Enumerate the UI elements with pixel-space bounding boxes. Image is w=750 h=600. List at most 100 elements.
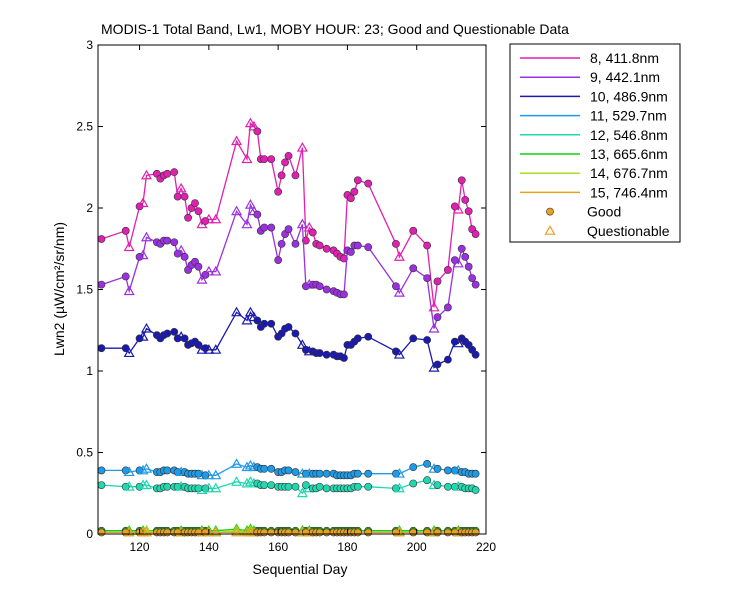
good-point bbox=[364, 332, 373, 341]
good-point bbox=[274, 256, 283, 265]
y-axis: 0 0.5 1 1.5 2 2.5 3 bbox=[76, 38, 486, 541]
good-point bbox=[291, 482, 300, 491]
good-point bbox=[184, 213, 192, 222]
x-tick-label: 180 bbox=[337, 540, 357, 554]
good-point bbox=[322, 244, 331, 253]
good-point bbox=[97, 280, 106, 289]
x-tick-label: 220 bbox=[476, 540, 496, 554]
questionable-point bbox=[196, 274, 208, 284]
good-point bbox=[468, 274, 477, 282]
good-point bbox=[191, 199, 199, 208]
good-point bbox=[267, 155, 276, 163]
good-point bbox=[423, 241, 432, 250]
good-point bbox=[443, 303, 452, 312]
good-point bbox=[121, 272, 130, 281]
legend-entry: 9, 442.1nm bbox=[520, 69, 660, 85]
series-3 bbox=[97, 306, 480, 372]
good-point bbox=[464, 262, 473, 271]
good-point bbox=[194, 207, 203, 216]
good-point bbox=[364, 482, 373, 491]
series-1 bbox=[97, 117, 480, 312]
series-line bbox=[101, 202, 477, 329]
good-point bbox=[308, 228, 317, 237]
y-tick-label: 1 bbox=[86, 364, 93, 378]
questionable-point bbox=[210, 469, 222, 480]
legend-entry: Good bbox=[546, 204, 621, 220]
good-point bbox=[346, 248, 355, 256]
good-point bbox=[364, 528, 373, 537]
questionable-point bbox=[393, 482, 405, 493]
good-point bbox=[423, 460, 432, 468]
good-point bbox=[284, 466, 293, 475]
good-point bbox=[433, 464, 442, 473]
questionable-point bbox=[296, 141, 308, 152]
good-point bbox=[443, 355, 452, 364]
questionable-point bbox=[231, 476, 243, 486]
legend-marker-good bbox=[546, 207, 554, 216]
good-point bbox=[97, 235, 106, 243]
questionable-point bbox=[393, 287, 405, 297]
questionable-point bbox=[452, 257, 464, 268]
questionable-point bbox=[210, 265, 222, 276]
good-point bbox=[277, 239, 286, 248]
questionable-point bbox=[203, 344, 215, 354]
legend-entry: 14, 676.7nm bbox=[520, 165, 668, 181]
questionable-point bbox=[140, 322, 153, 333]
x-tick-label: 200 bbox=[407, 540, 427, 554]
questionable-point bbox=[137, 331, 149, 341]
good-point bbox=[350, 187, 359, 196]
good-point bbox=[291, 171, 300, 180]
good-point bbox=[291, 329, 300, 338]
good-point bbox=[471, 280, 480, 289]
good-point bbox=[392, 239, 400, 248]
good-point bbox=[346, 194, 355, 203]
questionable-point bbox=[244, 117, 256, 128]
series-line bbox=[101, 121, 477, 308]
good-point bbox=[267, 223, 276, 232]
good-point bbox=[409, 264, 418, 273]
good-point bbox=[471, 486, 480, 494]
legend-label: 11, 529.7nm bbox=[590, 108, 667, 124]
plot-area bbox=[97, 117, 480, 537]
questionable-point bbox=[203, 526, 215, 537]
questionable-point bbox=[140, 479, 153, 490]
legend-label: 8, 411.8nm bbox=[590, 50, 659, 66]
good-point bbox=[457, 244, 466, 253]
good-point bbox=[433, 313, 442, 322]
good-point bbox=[267, 464, 276, 473]
good-point bbox=[284, 151, 293, 160]
good-point bbox=[284, 482, 293, 491]
legend-entry: 12, 546.8nm bbox=[520, 127, 668, 143]
series-5 bbox=[97, 476, 480, 498]
questionable-point bbox=[203, 265, 215, 276]
questionable-point bbox=[210, 213, 222, 224]
good-point bbox=[322, 484, 331, 493]
good-point bbox=[443, 528, 452, 537]
questionable-point bbox=[203, 469, 215, 480]
good-point bbox=[260, 464, 269, 473]
good-point bbox=[163, 482, 172, 491]
questionable-point bbox=[175, 244, 187, 255]
good-point bbox=[315, 528, 324, 537]
good-point bbox=[433, 481, 442, 489]
questionable-point bbox=[137, 249, 149, 260]
good-point bbox=[291, 468, 300, 476]
questionable-point bbox=[428, 322, 440, 333]
good-point bbox=[253, 127, 262, 136]
good-point bbox=[274, 187, 283, 196]
y-tick-label: 2.5 bbox=[76, 120, 93, 134]
good-point bbox=[315, 469, 324, 478]
good-point bbox=[353, 469, 362, 478]
good-point bbox=[340, 290, 348, 299]
questionable-point bbox=[123, 285, 135, 296]
questionable-point bbox=[393, 251, 405, 261]
legend-label: 12, 546.8nm bbox=[590, 127, 668, 143]
good-point bbox=[409, 528, 418, 537]
good-point bbox=[392, 282, 400, 291]
good-point bbox=[340, 254, 348, 263]
good-point bbox=[433, 277, 442, 286]
good-point bbox=[423, 476, 432, 485]
questionable-point bbox=[231, 205, 243, 216]
legend: 8, 411.8nm 9, 442.1nm 10, 486.9nm 11, 529.7… bbox=[509, 43, 681, 243]
